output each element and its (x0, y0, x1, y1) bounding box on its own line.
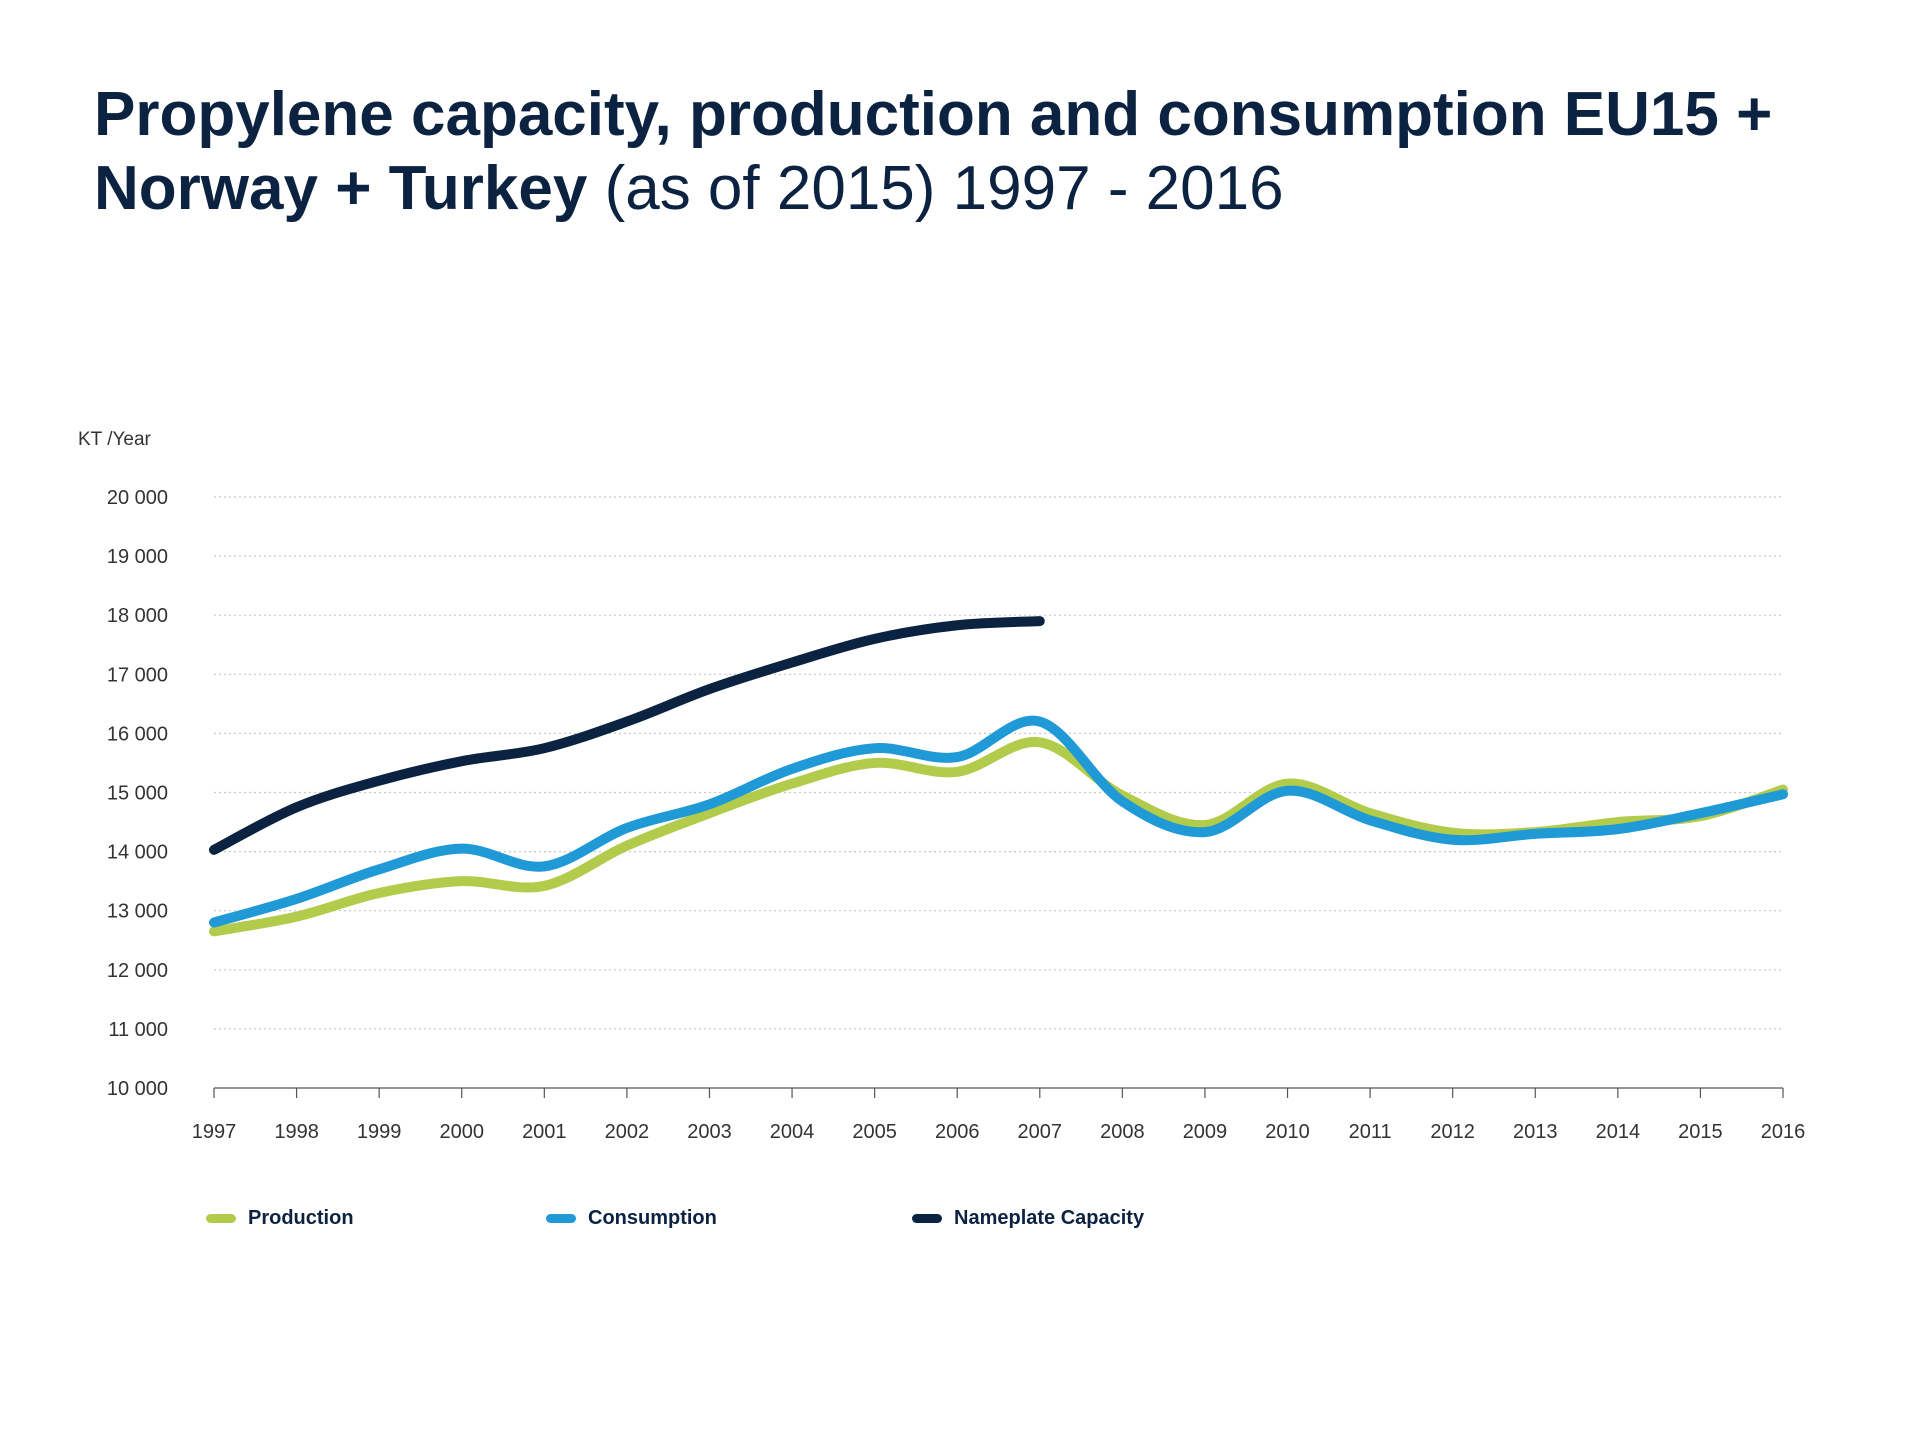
x-tick-label: 1999 (357, 1121, 402, 1143)
x-tick-label: 2003 (687, 1121, 732, 1143)
legend-item-production: Production (206, 1203, 354, 1233)
y-tick-label: 18 000 (107, 605, 168, 627)
x-tick-label: 2004 (770, 1121, 815, 1143)
y-tick-label: 10 000 (107, 1078, 168, 1100)
x-tick-label: 2007 (1018, 1121, 1063, 1143)
legend-swatch-capacity (912, 1213, 942, 1223)
x-tick-label: 1998 (274, 1121, 319, 1143)
legend-label-production: Production (248, 1206, 354, 1229)
legend-item-consumption: Consumption (546, 1203, 717, 1233)
legend-label-capacity: Nameplate Capacity (954, 1206, 1145, 1229)
series-line-consumption (209, 715, 1788, 928)
x-tick-label: 2013 (1513, 1121, 1558, 1143)
legend-item-capacity: Nameplate Capacity (912, 1203, 1144, 1233)
x-tick-label: 2001 (522, 1121, 567, 1143)
y-tick-label: 13 000 (107, 901, 168, 923)
x-tick-label: 2002 (605, 1121, 650, 1143)
x-tick-label: 2009 (1183, 1121, 1228, 1143)
series-line-nameplate-capacity (209, 616, 1045, 855)
x-tick-label: 2006 (935, 1121, 980, 1143)
x-axis: 1997 1998 1999 2000 2001 2002 2003 2004 2005 2006… (192, 1087, 1806, 1143)
y-tick-label: 17 000 (107, 664, 168, 686)
legend-swatch-consumption (546, 1213, 576, 1223)
y-tick-label: 14 000 (107, 842, 168, 864)
x-tick-label: 2008 (1100, 1121, 1145, 1143)
x-tick-label: 2011 (1349, 1121, 1392, 1143)
y-tick-label: 16 000 (107, 723, 168, 745)
x-tick-label: 2012 (1430, 1121, 1475, 1143)
x-tick-label: 2010 (1265, 1121, 1310, 1143)
x-tick-label: 1997 (192, 1121, 237, 1143)
y-tick-label: 19 000 (107, 546, 168, 568)
x-tick-label: 2000 (439, 1121, 484, 1143)
y-tick-label: 11 000 (108, 1019, 168, 1041)
x-tick-label: 2015 (1678, 1121, 1723, 1143)
chart-title: Propylene capacity, production and consu… (94, 78, 1854, 226)
y-tick-label: 20 000 (107, 487, 168, 509)
y-tick-label: 12 000 (107, 960, 168, 982)
y-axis-unit-label: KT /Year (78, 429, 152, 450)
y-axis: 10 000 11 000 12 000 13 000 14 000 15 000 16 0… (107, 487, 168, 1100)
legend-swatch-production (206, 1213, 236, 1223)
x-tick-label: 2014 (1596, 1121, 1641, 1143)
chart-title-subtitle: (as of 2015) 1997 - 2016 (604, 154, 1284, 223)
x-tick-label: 2016 (1761, 1121, 1806, 1143)
x-tick-label: 2005 (852, 1121, 897, 1143)
legend: Production Consumption Nameplate Capacit… (206, 1203, 1406, 1233)
chart-title-main: Propylene capacity, production and consu… (94, 80, 1773, 223)
y-tick-label: 15 000 (107, 783, 168, 805)
legend-label-consumption: Consumption (588, 1206, 717, 1229)
series-lines (209, 616, 1788, 937)
